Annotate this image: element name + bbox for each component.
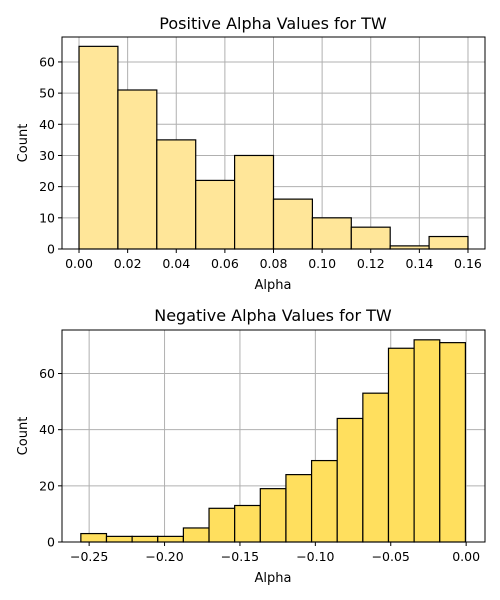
histogram-bar [311,217,352,250]
y-tick-label: 50 [39,86,55,101]
x-tick-label: 0.00 [65,256,93,271]
histogram-bar [157,535,184,543]
histogram-bar [387,347,415,543]
x-tick-label: −0.05 [372,549,410,564]
y-tick-label: 60 [39,54,55,69]
histogram-bar [285,474,313,543]
chart-title: Positive Alpha Values for TW [159,14,387,33]
y-tick-label: 30 [39,148,55,163]
x-tick-label: 0.04 [162,256,190,271]
histogram-bar [78,45,119,250]
y-tick-label: 20 [39,179,55,194]
plot-area: 0.00 0.02 0.04 0.06 0.08 0.10 0.12 0.14 0.16 0 10 2… [39,36,486,271]
x-tick-label: −0.25 [70,549,108,564]
x-tick-label: 0.06 [211,256,239,271]
positive-alpha-chart: Positive Alpha Values for TW 0.00 0.02 0.0… [16,14,486,293]
x-tick-label: 0.14 [405,256,433,271]
histogram-bar [259,488,287,543]
x-tick-label: 0.10 [308,256,336,271]
histogram-bar [310,459,338,543]
histogram-bar [117,89,158,250]
histogram-bar [350,226,391,250]
y-tick-label: 40 [39,422,55,437]
histogram-bar [413,339,441,543]
x-tick-label: 0.08 [260,256,288,271]
histogram-bar [362,392,390,543]
x-tick-label: 0.12 [357,256,385,271]
x-tick-label: −0.15 [221,549,259,564]
y-tick-label: 0 [47,242,55,257]
axes-frame [61,329,486,543]
histogram-bar [182,527,210,543]
plot-area: −0.25 −0.20 −0.15 −0.10 −0.05 0.00 0 20 40 60 [39,329,486,564]
histogram-bar [156,139,197,250]
histogram-bar [272,198,313,250]
y-tick-label: 20 [39,478,55,493]
y-tick-label: 40 [39,117,55,132]
y-tick-label: 10 [39,210,55,225]
histogram-bar [234,154,275,250]
x-axis-label: Alpha [255,278,292,293]
x-tick-label: −0.10 [296,549,334,564]
y-tick-label: 60 [39,366,55,381]
x-axis-label: Alpha [255,571,292,586]
y-tick-label: 0 [47,535,55,550]
histogram-bar [195,179,236,250]
y-axis-label: Count [16,124,31,163]
histogram-bar [105,535,133,543]
x-tick-label: 0.00 [452,549,480,564]
histogram-bar [208,507,236,543]
chart-title: Negative Alpha Values for TW [154,306,392,325]
histogram-bar [234,504,261,543]
x-tick-label: −0.20 [145,549,183,564]
x-tick-label: 0.16 [454,256,482,271]
x-tick-label: 0.02 [114,256,142,271]
histogram-bar [336,417,364,543]
y-axis-label: Count [16,417,31,456]
histogram-bar [80,532,108,543]
histogram-bar [439,342,466,543]
histogram-bar [131,535,159,543]
histogram-bar [428,235,469,250]
negative-alpha-chart: Negative Alpha Values for TW −0.25 −0.20−… [16,306,486,586]
